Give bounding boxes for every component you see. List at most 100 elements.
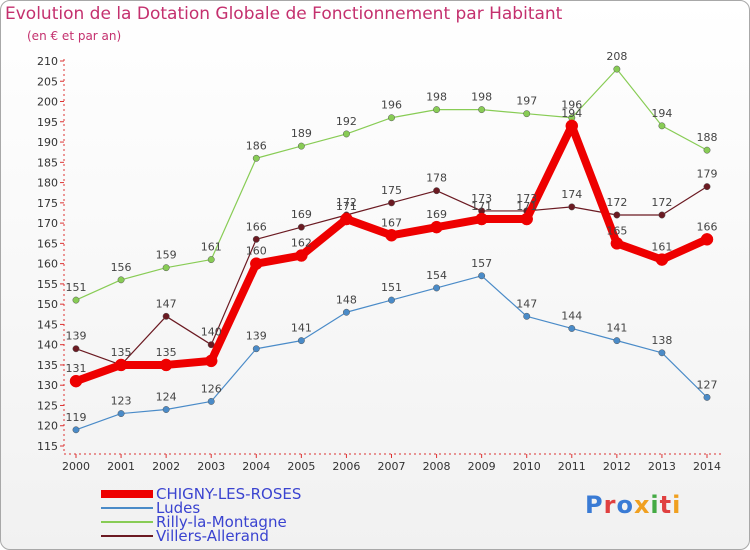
data-label: 162 — [291, 237, 312, 250]
legend-swatch — [101, 490, 153, 498]
data-point — [478, 272, 486, 280]
y-tick-label: 145 — [37, 318, 58, 331]
data-label: 124 — [156, 391, 177, 404]
y-tick-label: 155 — [37, 278, 58, 291]
data-point — [250, 257, 263, 270]
data-label: 161 — [201, 241, 222, 254]
y-tick-label: 210 — [37, 55, 58, 68]
data-point — [117, 276, 125, 284]
legend-label: Ludes — [156, 499, 201, 517]
data-point — [207, 397, 215, 405]
logo-letter: i — [672, 491, 682, 519]
data-label: 161 — [651, 241, 672, 254]
data-point — [475, 212, 488, 226]
data-point — [252, 154, 260, 162]
data-point — [433, 187, 441, 195]
data-label: 179 — [697, 168, 718, 181]
y-tick-label: 140 — [37, 339, 58, 352]
data-label: 194 — [651, 107, 672, 120]
data-label: 140 — [201, 326, 222, 339]
data-label: 159 — [156, 249, 177, 262]
x-tick-label: 2010 — [513, 460, 541, 473]
data-point — [252, 235, 260, 243]
data-label: 141 — [291, 322, 312, 335]
data-point — [72, 345, 80, 353]
data-point — [520, 212, 533, 226]
data-point — [388, 296, 395, 304]
data-label: 135 — [111, 346, 132, 359]
data-label: 172 — [336, 196, 357, 209]
data-label: 160 — [246, 245, 267, 258]
data-point — [433, 284, 441, 292]
data-label: 171 — [336, 200, 357, 213]
chart-title: Evolution de la Dotation Globale de Fonc… — [5, 4, 563, 24]
logo-letter: o — [616, 491, 634, 519]
data-label: 171 — [516, 200, 537, 213]
data-point — [207, 256, 215, 264]
data-point — [610, 237, 624, 250]
data-label: 171 — [471, 200, 492, 213]
data-point — [613, 65, 621, 73]
data-label: 148 — [336, 293, 357, 306]
data-point — [433, 106, 441, 114]
logo-letter: r — [603, 491, 617, 519]
x-tick-label: 2009 — [468, 460, 496, 473]
data-label: 144 — [561, 309, 582, 322]
legend-item: Rilly-la-Montagne — [101, 513, 401, 531]
data-point — [297, 223, 305, 231]
data-label: 139 — [246, 330, 267, 343]
data-point — [295, 249, 308, 262]
data-label: 166 — [246, 220, 267, 233]
legend-label: Rilly-la-Montagne — [156, 513, 287, 531]
x-tick-label: 2005 — [287, 460, 315, 473]
data-label: 172 — [651, 196, 672, 209]
data-label: 174 — [561, 188, 582, 201]
series-line — [75, 186, 708, 366]
y-tick-label: 200 — [37, 96, 58, 109]
data-point — [478, 106, 486, 114]
data-label: 123 — [111, 395, 132, 408]
series-chigny-les-roses — [69, 119, 714, 388]
y-tick-label: 195 — [37, 116, 58, 129]
data-point — [342, 130, 350, 138]
data-label: 147 — [156, 297, 177, 310]
data-label: 198 — [426, 91, 447, 104]
data-label: 178 — [426, 172, 447, 185]
x-tick-label: 2008 — [423, 460, 451, 473]
data-label: 208 — [606, 50, 627, 63]
data-label: 151 — [381, 281, 402, 294]
data-point — [72, 296, 80, 304]
data-point — [69, 374, 83, 388]
x-tick-label: 2012 — [603, 460, 631, 473]
logo-letter: t — [659, 491, 673, 519]
data-label: 147 — [516, 297, 537, 310]
data-label: 173 — [516, 192, 537, 205]
data-point — [388, 199, 395, 207]
data-point — [162, 406, 170, 413]
data-label: 126 — [201, 382, 222, 395]
y-tick-label: 205 — [37, 75, 58, 88]
data-point — [703, 183, 711, 191]
legend-item: Villers-Allerand — [101, 527, 401, 545]
data-label: 186 — [246, 139, 267, 152]
data-point — [523, 312, 531, 320]
y-tick-label: 135 — [37, 359, 58, 372]
x-tick-label: 2002 — [152, 460, 180, 473]
data-label: 188 — [697, 131, 718, 144]
x-tick-label: 2001 — [107, 460, 135, 473]
data-label: 192 — [336, 115, 357, 128]
data-point — [700, 233, 714, 246]
data-point — [568, 325, 576, 332]
data-label: 131 — [66, 362, 87, 375]
data-label: 172 — [606, 196, 627, 209]
data-point — [204, 354, 218, 368]
x-tick-label: 2000 — [62, 460, 90, 473]
x-tick-label: 2014 — [693, 460, 721, 473]
y-tick-label: 185 — [37, 156, 58, 169]
data-point — [340, 212, 353, 226]
data-label: 196 — [381, 99, 402, 112]
legend-swatch — [101, 535, 153, 537]
data-label: 151 — [66, 281, 87, 294]
